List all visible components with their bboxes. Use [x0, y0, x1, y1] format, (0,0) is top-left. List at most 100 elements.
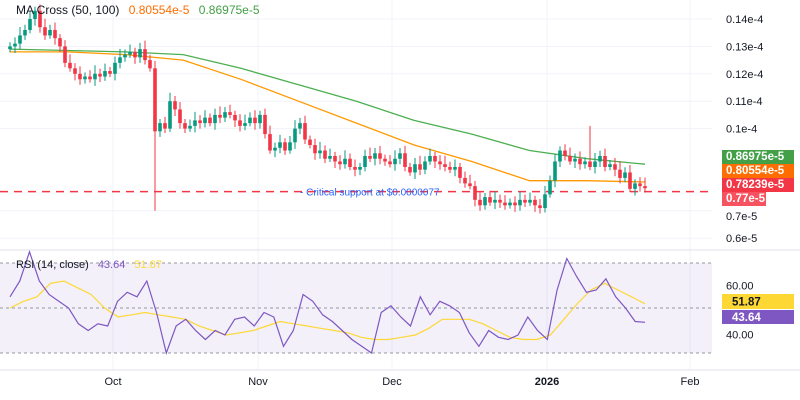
candle-body — [168, 101, 172, 129]
candle-body — [418, 164, 422, 170]
candle-body — [283, 142, 287, 151]
price-tag: 0.86975e-5 — [722, 150, 794, 164]
candle-body — [438, 161, 442, 165]
candle-body — [608, 164, 612, 167]
candle-body — [208, 117, 212, 124]
candle-body — [358, 166, 362, 170]
rsi-legend: RSI (14, close) 43.64 51.87 — [16, 259, 168, 271]
candle-body — [458, 166, 462, 178]
ma-legend: MA Cross (50, 100) 0.80554e-5 0.86975e-5 — [16, 3, 266, 17]
candle-body — [598, 156, 602, 162]
candle-body — [218, 114, 222, 118]
candle-body — [43, 27, 47, 36]
price-axis-label: 0.6e-5 — [726, 233, 757, 245]
candle-body — [18, 35, 22, 44]
candle-body — [8, 46, 12, 50]
candle-body — [353, 166, 357, 170]
rsi-ma-legend-value: 51.87 — [134, 259, 162, 271]
candle-body — [318, 150, 322, 154]
candle-body — [538, 205, 542, 209]
candle-body — [568, 156, 572, 162]
candle-body — [263, 114, 267, 135]
candle-body — [348, 158, 352, 167]
candle-body — [423, 161, 427, 170]
candle-body — [403, 153, 407, 167]
candle-body — [453, 166, 457, 170]
candle-body — [88, 76, 92, 80]
time-axis-label: Nov — [248, 376, 268, 388]
candle-body — [508, 202, 512, 206]
candle-body — [623, 172, 627, 178]
candle-body — [58, 38, 62, 47]
candle-body — [118, 57, 122, 63]
candle-body — [73, 68, 77, 74]
candle-body — [53, 29, 57, 39]
candle-body — [178, 109, 182, 124]
candle-body — [248, 117, 252, 124]
candle-body — [93, 73, 97, 80]
candle-body — [633, 183, 637, 189]
candle-body — [343, 158, 347, 165]
time-axis-label: 2026 — [535, 376, 559, 388]
rsi-tag — [722, 310, 794, 324]
candle-body — [258, 114, 262, 124]
price-axis-label: 0.7e-5 — [726, 211, 757, 223]
candle-body — [363, 156, 367, 167]
candle-body — [123, 54, 127, 58]
candle-body — [153, 68, 157, 132]
candle-body — [38, 10, 42, 28]
candle-body — [618, 169, 622, 178]
candle-body — [628, 172, 632, 189]
candle-body — [33, 10, 37, 19]
candle-body — [188, 125, 192, 129]
candle-body — [293, 128, 297, 143]
support-annotation: - Critical support at $0.0000077 — [300, 188, 440, 199]
candle-body — [588, 161, 592, 167]
price-axis-label: 0.14e-4 — [726, 14, 763, 26]
candle-body — [548, 180, 552, 195]
price-tag: 0.78239e-5 — [722, 178, 794, 192]
ma50-line — [10, 51, 646, 183]
candle-body — [388, 161, 392, 165]
candle-body — [133, 51, 137, 58]
candle-body — [328, 156, 332, 159]
candle-body — [478, 199, 482, 206]
candle-body — [413, 164, 417, 173]
candle-body — [303, 123, 307, 140]
candle-body — [103, 71, 107, 77]
candle-body — [308, 139, 312, 146]
candle-body — [373, 153, 377, 159]
candle-body — [203, 117, 207, 124]
candle-body — [323, 150, 327, 159]
candle-body — [583, 161, 587, 165]
candle-body — [558, 150, 562, 162]
candle-body — [173, 101, 177, 110]
price-tag: 0.77e-5 — [722, 192, 766, 206]
candle-body — [63, 46, 67, 63]
candle-body — [313, 145, 317, 154]
ma100-line — [9, 48, 646, 165]
candle-body — [573, 158, 577, 162]
candle-body — [158, 123, 162, 132]
candle-body — [333, 156, 337, 162]
candle-body — [163, 123, 167, 129]
candle-body — [138, 49, 142, 58]
candle-body — [338, 161, 342, 165]
candle-body — [523, 199, 527, 203]
time-axis-label: Feb — [681, 376, 700, 388]
candle-body — [433, 156, 437, 162]
price-tag: 0.80554e-5 — [722, 164, 794, 178]
rsi-ma-tag-label: 51.87 — [732, 297, 761, 309]
candle-body — [23, 29, 27, 36]
candle-body — [473, 186, 477, 200]
candle-body — [498, 199, 502, 203]
rsi-tag-label: 43.64 — [732, 312, 761, 324]
candle-body — [368, 156, 372, 159]
candle-body — [268, 134, 272, 151]
candle-body — [613, 164, 617, 170]
rsi-axis-label: 60.00 — [726, 281, 754, 293]
rsi-axis-label: 40.00 — [726, 330, 754, 342]
candle-body — [113, 62, 117, 74]
